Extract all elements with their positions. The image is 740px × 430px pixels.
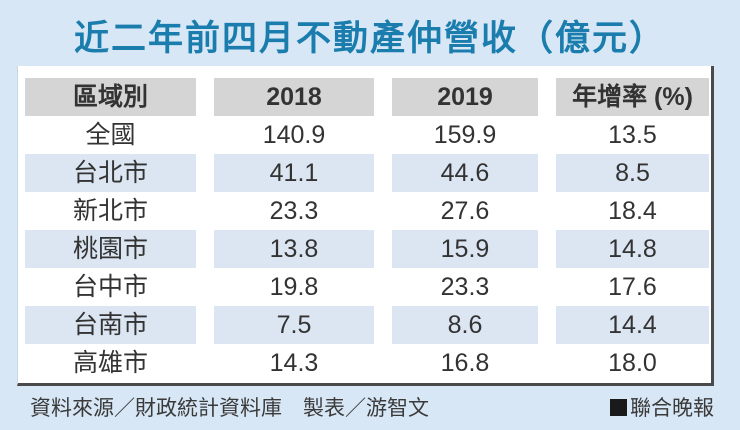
- data-table-card: 區域別 2018 2019 年增率 (%) 全國 140.9 159.9 13.…: [17, 66, 714, 386]
- publisher-name: 聯合晚報: [630, 397, 714, 420]
- publisher-brand: 聯合晚報: [610, 392, 714, 422]
- chart-title: 近二年前四月不動產仲營收（億元）: [73, 19, 666, 58]
- region-cell: 台中市: [72, 273, 148, 301]
- growth-cell: 14.8: [556, 230, 709, 268]
- column-header-region: 區域別: [25, 78, 196, 116]
- footer: 資料來源／財政統計資料庫 製表／游智文 聯合晚報: [30, 392, 714, 422]
- column-header-growth: 年增率 (%): [556, 78, 709, 116]
- region-cell: 高雄市: [72, 349, 148, 377]
- value-2019-cell: 15.9: [392, 230, 538, 268]
- region-cell: 台北市: [25, 154, 196, 192]
- value-2018-cell: 140.9: [262, 121, 326, 149]
- region-cell: 桃園市: [25, 230, 196, 268]
- growth-cell: 13.5: [608, 121, 657, 149]
- value-2019-cell: 16.8: [440, 349, 490, 377]
- growth-cell: 17.6: [608, 273, 657, 301]
- value-2018-cell: 13.8: [214, 230, 374, 268]
- value-2018-cell: 19.8: [269, 273, 319, 301]
- value-2019-cell: 44.6: [392, 154, 538, 192]
- growth-cell: 18.0: [608, 349, 657, 377]
- value-2019-cell: 8.6: [392, 306, 538, 344]
- value-2019-cell: 159.9: [433, 121, 497, 149]
- value-2018-cell: 14.3: [269, 349, 319, 377]
- value-2018-cell: 7.5: [214, 306, 374, 344]
- region-cell: 台南市: [25, 306, 196, 344]
- growth-cell: 14.4: [556, 306, 709, 344]
- black-square-icon: [610, 398, 627, 416]
- growth-cell: 18.4: [608, 197, 657, 225]
- value-2018-cell: 41.1: [214, 154, 374, 192]
- column-header-2018: 2018: [214, 78, 374, 116]
- region-cell: 全國: [85, 121, 136, 149]
- region-cell: 新北市: [72, 197, 148, 225]
- value-2019-cell: 27.6: [440, 197, 490, 225]
- column-header-2019: 2019: [392, 78, 538, 116]
- value-2018-cell: 23.3: [269, 197, 319, 225]
- data-table-grid: 區域別 2018 2019 年增率 (%) 全國 140.9 159.9 13.…: [25, 78, 709, 382]
- value-2019-cell: 23.3: [440, 273, 490, 301]
- source-credit-text: 資料來源／財政統計資料庫 製表／游智文: [30, 397, 429, 420]
- growth-cell: 8.5: [556, 154, 709, 192]
